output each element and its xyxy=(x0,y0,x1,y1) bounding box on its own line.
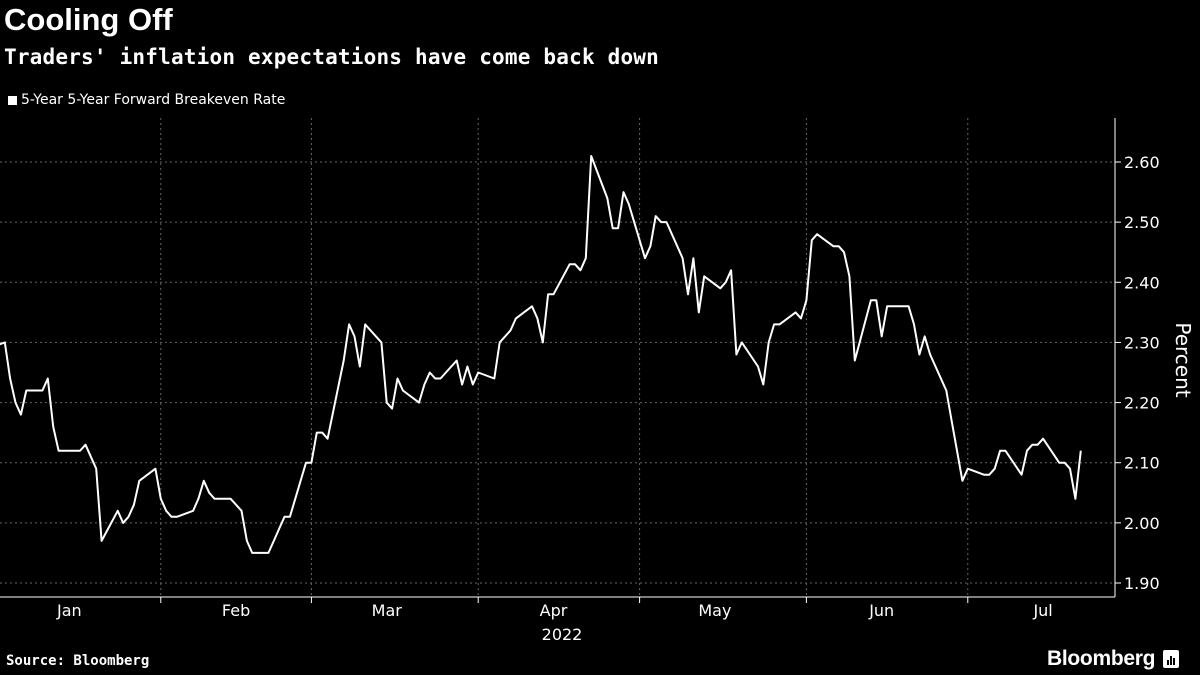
x-tick-label: Apr xyxy=(540,601,568,620)
y-tick-label: 2.30 xyxy=(1124,333,1160,352)
bloomberg-chart-icon xyxy=(1163,650,1180,668)
y-tick-label: 2.20 xyxy=(1124,394,1160,413)
chart-title: Cooling Off xyxy=(4,2,173,37)
x-axis-year-label: 2022 xyxy=(542,625,583,644)
chart-subtitle: Traders' inflation expectations have com… xyxy=(4,45,659,69)
legend-label: 5-Year 5-Year Forward Breakeven Rate xyxy=(21,92,286,108)
y-tick-label: 2.10 xyxy=(1124,454,1160,473)
legend: 5-Year 5-Year Forward Breakeven Rate xyxy=(8,92,285,108)
x-tick-label: Jul xyxy=(1032,601,1052,620)
y-tick-label: 2.50 xyxy=(1124,213,1160,232)
y-tick-label: 1.90 xyxy=(1124,574,1160,593)
series-line xyxy=(0,155,1082,554)
y-tick-label: 2.60 xyxy=(1124,153,1160,172)
x-tick-label: May xyxy=(698,601,731,620)
x-tick-label: Feb xyxy=(222,601,250,620)
x-tick-label: Jun xyxy=(868,601,894,620)
x-tick-label: Mar xyxy=(372,601,403,620)
brand-logo: Bloomberg xyxy=(1047,647,1180,671)
y-tick-label: 2.40 xyxy=(1124,273,1160,292)
y-tick-label: 2.00 xyxy=(1124,514,1160,533)
y-axis-label: Percent xyxy=(1171,322,1195,397)
source-note: Source: Bloomberg xyxy=(6,653,150,669)
x-tick-label: Jan xyxy=(56,601,82,620)
brand-name: Bloomberg xyxy=(1047,647,1156,670)
legend-swatch xyxy=(8,95,17,105)
